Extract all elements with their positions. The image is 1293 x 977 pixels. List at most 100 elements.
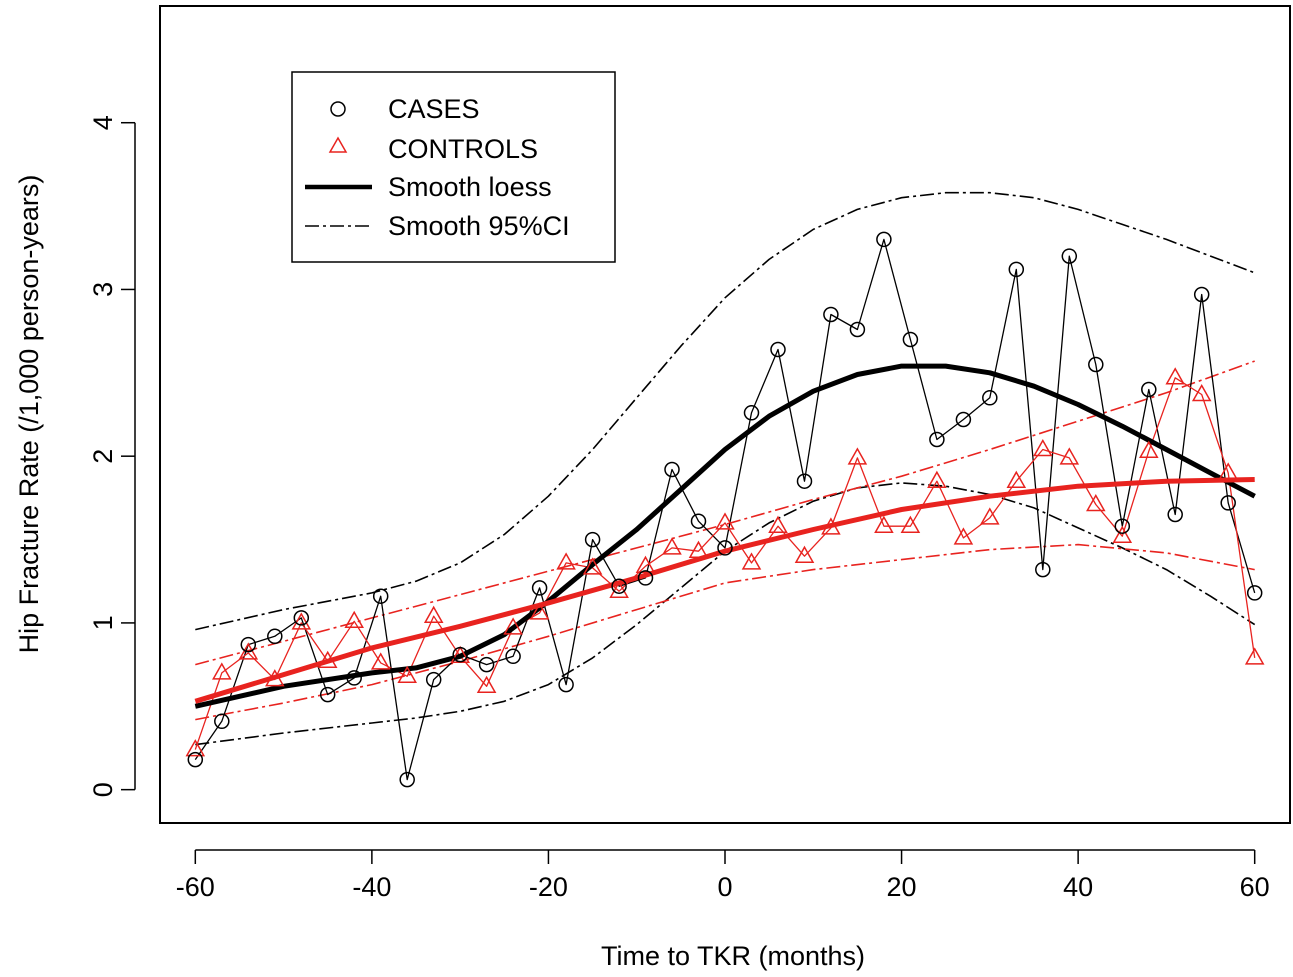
plot-frame: [159, 5, 1291, 824]
y-tick-label: 1: [88, 615, 118, 630]
controls-ci-lower-line: [195, 543, 1255, 721]
controls-point: [556, 552, 576, 570]
controls-point: [185, 739, 206, 757]
cases-point: [187, 751, 204, 768]
x-tick-label: -20: [529, 872, 568, 902]
cases-point: [690, 513, 707, 529]
controls-point: [291, 612, 312, 630]
controls-point: [212, 662, 232, 680]
cases-point: [1008, 261, 1025, 278]
cases-point: [399, 771, 415, 788]
y-tick-label: 4: [88, 115, 118, 130]
cases-point: [664, 461, 680, 478]
y-axis-label: Hip Fracture Rate (/1,000 person-years): [14, 175, 44, 654]
cases-point: [743, 405, 760, 421]
controls-point: [1033, 438, 1053, 457]
controls-point: [1191, 383, 1212, 402]
controls-point: [741, 552, 762, 570]
controls-point: [662, 537, 682, 555]
controls-point: [265, 669, 285, 687]
cases-point: [478, 656, 495, 673]
x-tick-label: 0: [717, 872, 732, 902]
cases-point: [796, 473, 813, 489]
cases-point: [1114, 518, 1131, 534]
cases-point: [982, 390, 998, 406]
cases-series-line: [194, 238, 1256, 781]
controls-point: [1218, 462, 1238, 480]
controls-point: [688, 540, 709, 558]
controls-point: [874, 515, 894, 533]
cases-point: [1035, 561, 1051, 578]
cases-point: [214, 713, 230, 730]
controls-point: [317, 650, 338, 669]
controls-point: [238, 642, 259, 660]
cases-point: [558, 676, 574, 693]
controls-point: [1165, 367, 1185, 385]
x-tick-label: 20: [887, 872, 917, 902]
legend-cases-marker: [330, 101, 346, 117]
cases-ci-upper-line: [195, 191, 1255, 631]
y-tick-label: 0: [88, 782, 118, 797]
controls-point: [794, 545, 815, 563]
controls-point: [1006, 470, 1027, 488]
controls-point: [476, 675, 497, 694]
cases-point: [1193, 286, 1210, 303]
controls-point: [423, 605, 444, 623]
x-axis-label: Time to TKR (months): [601, 941, 865, 971]
controls-point: [715, 512, 735, 530]
controls-series-line: [194, 377, 1256, 750]
cases-point: [1246, 585, 1263, 601]
x-tick-label: -60: [176, 872, 215, 902]
cases-point: [531, 580, 548, 596]
controls-loess-line: [194, 477, 1255, 704]
cases-point: [293, 610, 310, 626]
controls-point: [980, 507, 1000, 525]
smooth-lines: [194, 363, 1256, 709]
cases-point: [1220, 495, 1236, 511]
cases-loess-line: [194, 363, 1256, 709]
cases-point: [425, 671, 442, 688]
x-tick-label: -40: [352, 872, 391, 902]
legend-box: [291, 71, 616, 263]
legend-loess-label: Smooth loess: [388, 172, 552, 202]
cases-point: [929, 431, 945, 448]
cases-point: [319, 686, 336, 703]
controls-point: [609, 580, 629, 598]
controls-point: [370, 652, 391, 670]
cases-ci-lower-line: [195, 482, 1256, 746]
controls-point: [582, 557, 603, 575]
controls-point: [397, 665, 417, 684]
cases-point: [584, 531, 601, 548]
controls-point: [927, 470, 947, 488]
cases-point: [823, 306, 839, 323]
cases-point: [1088, 356, 1104, 373]
controls-point: [821, 517, 841, 535]
raw-lines: [194, 238, 1256, 781]
cases-point: [637, 570, 654, 586]
controls-point: [1244, 647, 1265, 665]
legend-controls-label: CONTROLS: [388, 134, 538, 164]
cases-point: [267, 628, 283, 645]
cases-point: [346, 670, 362, 686]
cases-point: [240, 636, 257, 653]
cases-point: [849, 321, 866, 338]
cases-point: [1061, 248, 1078, 264]
x-tick-label: 40: [1063, 872, 1093, 902]
cases-point: [372, 588, 389, 604]
legend-controls-marker: [328, 136, 348, 153]
controls-point: [1059, 447, 1080, 465]
axes: -60 -40 -20 0 20 40 60 0 1 2 3 4: [88, 115, 1270, 902]
cases-point: [452, 646, 468, 663]
cases-point: [876, 231, 892, 248]
controls-point: [635, 555, 656, 573]
cases-point: [505, 648, 521, 665]
markers: [185, 231, 1265, 788]
cases-point: [611, 578, 627, 594]
cases-point: [1141, 381, 1157, 398]
controls-point: [900, 515, 921, 533]
x-tick-label: 60: [1240, 872, 1270, 902]
controls-point: [847, 447, 868, 465]
cases-point: [902, 331, 919, 348]
cases-point: [955, 411, 972, 428]
